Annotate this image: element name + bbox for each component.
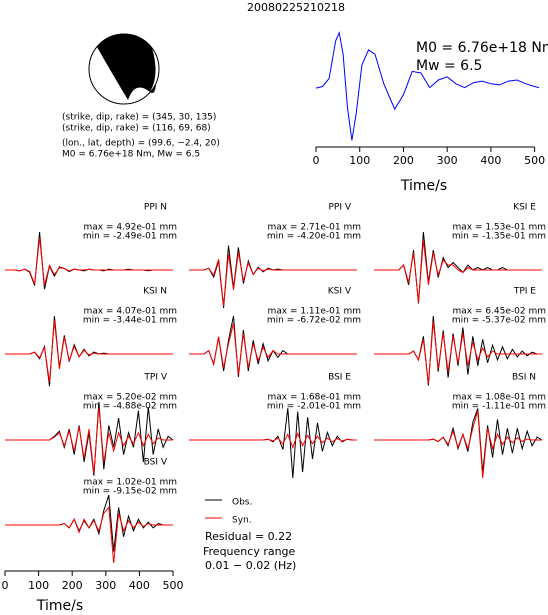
mechanism-line: (strike, dip, rake) = (116, 69, 68) [62,124,211,134]
max-label: max = 1.53e-01 mm [452,223,546,233]
x-tick-label: 200 [62,579,83,592]
obs-trace [189,408,357,479]
frequency: Frequency range [203,545,296,558]
x-tick-label: 300 [437,154,458,167]
syn-trace [189,251,357,307]
syn-trace [5,407,173,473]
min-label: min = -1.11e-01 mm [452,402,546,412]
min-label: min = -2.01e-01 mm [267,402,361,412]
station-label: PPI N [144,203,167,213]
x-axis-label: Time/s [400,178,447,194]
mechanism-line: (lon., lat, depth) = (99.6, −2.4, 20) [62,139,220,149]
annotation: Mw = 6.5 [416,58,482,74]
max-label: max = 1.11e-01 mm [267,307,361,317]
min-label: min = -1.35e-01 mm [452,232,546,242]
min-label: min = -6.72e-02 mm [267,316,361,326]
syn-trace [374,410,542,479]
annotation: M0 = 6.76e+18 Nm [416,40,548,56]
max-label: max = 1.08e-01 mm [452,393,546,403]
mechanism-line: (strike, dip, rake) = (345, 30, 135) [62,113,216,123]
syn-trace [5,320,173,383]
min-label: min = -2.49e-01 mm [83,232,177,242]
beachball [88,33,160,105]
x-tick-label: 500 [163,579,184,592]
min-label: min = -4.88e-02 mm [83,402,177,412]
syn-trace [5,506,173,564]
obs-trace [189,245,357,309]
min-label: min = -3.44e-01 mm [83,316,177,326]
syn-trace [374,321,542,384]
station-label: KSI N [143,287,167,297]
max-label: max = 2.71e-01 mm [267,223,361,233]
figure-title: 20080225210218 [247,1,345,14]
station-label: TPI V [143,373,167,383]
x-tick-label: 100 [28,579,49,592]
x-tick-label: 0 [2,579,9,592]
residual: Residual = 0.22 [205,530,292,543]
x-tick-label: 400 [129,579,150,592]
legend-label: Obs. [232,498,252,508]
legend-label: Syn. [232,516,252,526]
x-tick-label: 100 [349,154,370,167]
station-label: BSI N [512,373,536,383]
min-label: min = -9.15e-02 mm [83,487,177,497]
station-label: BSI V [144,458,168,468]
max-label: max = 4.07e-01 mm [83,307,177,317]
station-label: KSI V [328,287,352,297]
x-tick-label: 500 [524,154,545,167]
x-tick-label: 200 [393,154,414,167]
x-axis-label: Time/s [36,598,83,614]
max-label: max = 1.68e-01 mm [267,393,361,403]
syn-trace [189,431,357,450]
x-tick-label: 400 [480,154,501,167]
syn-trace [374,240,542,303]
max-label: max = 4.92e-01 mm [83,223,177,233]
station-label: PPI V [328,203,351,213]
syn-trace [5,237,173,286]
station-label: BSI E [328,373,351,383]
min-label: min = -4.20e-01 mm [267,232,361,242]
max-label: max = 6.45e-02 mm [452,307,546,317]
x-tick-label: 0 [313,154,320,167]
stf-line [315,30,540,141]
syn-trace [189,323,357,375]
station-label: KSI E [513,203,536,213]
mechanism-line: M0 = 6.76e+18 Nm, Mw = 6.5 [62,150,200,160]
min-label: min = -5.37e-02 mm [452,316,546,326]
max-label: max = 5.20e-02 mm [83,393,177,403]
station-label: TPI E [513,287,536,297]
x-tick-label: 300 [95,579,116,592]
max-label: max = 1.02e-01 mm [83,478,177,488]
frequency: 0.01 − 0.02 (Hz) [205,559,296,572]
